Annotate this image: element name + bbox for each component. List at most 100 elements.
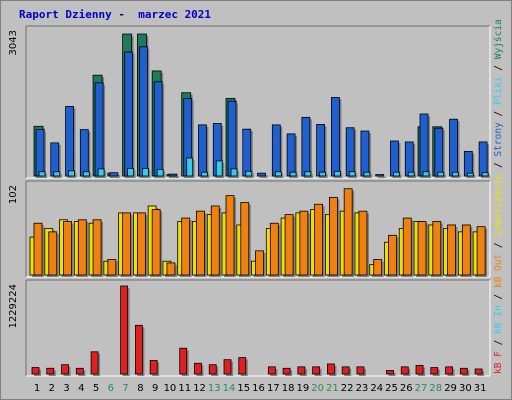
bar-strony-day-24-shadow xyxy=(377,176,386,178)
bar-strony-day-29 xyxy=(449,118,458,177)
x-tick-label-28: 28 xyxy=(429,383,442,394)
ymax-label-top: 3043 xyxy=(8,30,19,55)
bar-kbout-day-1 xyxy=(33,222,43,276)
bar-kbout-day-10 xyxy=(166,262,176,276)
bar-kbf-day-31 xyxy=(474,368,483,375)
bar-strony-day-5 xyxy=(94,82,104,177)
bar-pliki-day-8 xyxy=(141,168,149,177)
bar-strony-day-25 xyxy=(390,140,399,177)
bar-strony-day-16 xyxy=(257,172,266,177)
x-tick-label-14: 14 xyxy=(223,383,236,394)
x-tick-label-2: 2 xyxy=(49,383,55,394)
bar-kbout-day-17 xyxy=(269,222,279,276)
bar-kbout-day-18 xyxy=(284,214,294,276)
x-tick-label-25: 25 xyxy=(385,383,398,394)
bar-kbf-day-1 xyxy=(31,367,40,375)
legend-separator: / xyxy=(493,237,504,254)
bar-strony-day-18 xyxy=(286,133,296,177)
bar-pliki-day-21 xyxy=(333,170,341,177)
x-tick-label-29: 29 xyxy=(444,383,457,394)
bar-strony-day-1 xyxy=(35,129,45,177)
bar-kbout-day-25 xyxy=(388,234,397,276)
bar-strony-day-7 xyxy=(124,51,134,177)
bar-strony-day-9 xyxy=(153,81,163,177)
x-tick-label-23: 23 xyxy=(356,383,369,394)
x-tick-label-31: 31 xyxy=(474,383,487,394)
bar-pliki-day-22 xyxy=(348,171,356,177)
x-tick-label-7: 7 xyxy=(122,383,128,394)
bar-kbf-day-4 xyxy=(75,367,84,375)
bar-pliki-day-30-shadow xyxy=(469,175,476,178)
x-tick-label-17: 17 xyxy=(267,383,280,394)
x-tick-label-13: 13 xyxy=(208,383,221,394)
bar-strony-day-23 xyxy=(360,130,370,177)
bar-kbout-day-27 xyxy=(417,221,427,276)
bar-strony-day-15 xyxy=(242,128,252,177)
bar-strony-day-10 xyxy=(168,173,178,177)
bar-kbf-day-11 xyxy=(179,347,188,375)
x-tick-label-12: 12 xyxy=(193,383,206,394)
bar-strony-day-2 xyxy=(50,142,60,177)
legend-separator: / xyxy=(493,105,504,122)
x-tick-label-16: 16 xyxy=(252,383,265,394)
legend-separator: / xyxy=(493,157,504,174)
bar-kbf-day-18 xyxy=(282,367,291,375)
bar-strony-day-22 xyxy=(345,127,355,177)
bar-pliki-day-29 xyxy=(452,171,459,177)
bar-pliki-day-20 xyxy=(319,171,327,177)
bar-kbout-day-13 xyxy=(210,205,220,276)
bar-pliki-day-28 xyxy=(437,171,445,177)
bar-pliki-day-4 xyxy=(82,171,90,177)
panel-bottom xyxy=(26,280,490,376)
bar-kbout-day-14 xyxy=(225,195,235,276)
bar-strony-day-21 xyxy=(330,97,340,177)
x-tick-label-10: 10 xyxy=(164,383,177,394)
bar-strony-day-19 xyxy=(301,116,311,177)
bar-pliki-day-12 xyxy=(201,171,208,177)
legend-item-kb-out: kB Out xyxy=(493,254,504,288)
bar-pliki-day-18 xyxy=(289,171,297,177)
bar-kbout-day-21 xyxy=(328,196,338,276)
legend-item-lokalizacje: Lokalizacje xyxy=(493,173,504,236)
bar-pliki-day-31 xyxy=(481,172,489,177)
bar-kbout-day-24 xyxy=(373,259,383,276)
bar-kbf-day-19 xyxy=(297,366,306,375)
bar-kbout-day-26 xyxy=(402,217,412,276)
bar-pliki-day-15 xyxy=(245,170,253,177)
x-tick-label-1: 1 xyxy=(34,383,40,394)
bar-pliki-day-9 xyxy=(156,168,164,177)
bar-kbf-day-8 xyxy=(134,324,143,375)
bar-strony-day-17 xyxy=(271,124,281,177)
bar-strony-day-28 xyxy=(434,127,444,177)
bar-kbout-day-30 xyxy=(461,224,471,276)
bar-strony-day-20 xyxy=(316,124,326,177)
bar-kbout-day-6 xyxy=(107,259,117,276)
bar-kbf-day-26 xyxy=(400,366,409,375)
legend-separator: / xyxy=(493,288,504,305)
bar-kbf-day-20 xyxy=(312,366,321,375)
bar-kbout-day-4 xyxy=(77,219,87,276)
bar-pliki-day-30 xyxy=(466,172,474,177)
bar-pliki-day-26 xyxy=(407,171,415,177)
bar-kbout-day-12 xyxy=(196,210,205,276)
bar-pliki-day-5 xyxy=(97,168,105,177)
bar-kbout-day-11 xyxy=(181,217,191,276)
bar-strony-day-3 xyxy=(65,106,74,177)
legend-item-kb-in: kB In xyxy=(493,305,504,334)
bar-kbout-day-31 xyxy=(476,226,486,276)
x-tick-label-15: 15 xyxy=(237,383,250,394)
bar-kbf-day-22 xyxy=(341,366,350,375)
bar-kbout-day-23 xyxy=(358,210,368,276)
bar-pliki-day-14 xyxy=(230,168,238,177)
bar-kbf-day-9 xyxy=(149,359,158,375)
bar-kbout-day-19 xyxy=(299,210,309,276)
x-tick-label-27: 27 xyxy=(415,383,428,394)
bar-kbf-day-29 xyxy=(445,366,453,375)
x-tick-label-4: 4 xyxy=(78,383,84,394)
bar-strony-day-14 xyxy=(227,100,237,177)
bar-strony-day-8 xyxy=(138,46,148,177)
legend-item-pliki: Pliki xyxy=(493,76,504,105)
bar-strony-day-10-shadow xyxy=(170,176,179,178)
x-tick-label-9: 9 xyxy=(152,383,158,394)
